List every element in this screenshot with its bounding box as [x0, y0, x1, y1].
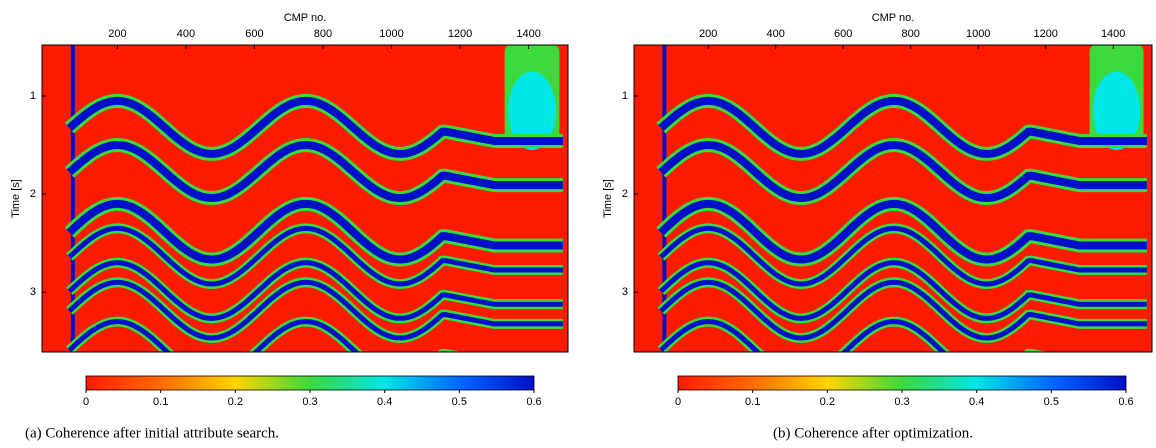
- x-tick-label: 800: [902, 28, 920, 40]
- y-axis-label: Time [s]: [602, 179, 614, 218]
- colorbar-tick-label: 0: [675, 396, 681, 408]
- y-tick-label: 2: [622, 188, 628, 200]
- colorbar-tick-label: 0.1: [745, 396, 760, 408]
- colorbar-tick-label: 0.5: [452, 396, 467, 408]
- band: [658, 96, 1147, 158]
- x-tick-label: 800: [314, 28, 332, 40]
- colorbar: [85, 375, 535, 391]
- colorbar-tick-label: 0.1: [153, 396, 168, 408]
- band: [67, 279, 563, 341]
- x-axis-label: CMP no.: [872, 12, 915, 24]
- edge: [634, 45, 661, 352]
- x-tick-label: 400: [177, 28, 195, 40]
- colorbar-tick-label: 0.6: [1118, 396, 1133, 408]
- colorbar-tick-label: 0.4: [377, 396, 392, 408]
- patch-core: [508, 71, 557, 150]
- edge: [42, 45, 70, 352]
- band: [659, 225, 1147, 287]
- band: [67, 260, 563, 321]
- heatmap-image: [634, 45, 1152, 352]
- caption: (b) Coherence after optimization.: [773, 425, 973, 441]
- x-tick-label: 1000: [379, 28, 403, 40]
- x-axis-label: CMP no.: [284, 12, 327, 24]
- colorbar-tick-label: 0.5: [1044, 396, 1059, 408]
- frame: [41, 44, 569, 353]
- patch-core: [1092, 71, 1141, 150]
- x-tick-label: 600: [245, 28, 263, 40]
- colorbar-tick-label: 0: [83, 396, 89, 408]
- x-tick-label: 1000: [966, 28, 990, 40]
- x-tick-label: 400: [767, 28, 785, 40]
- frame: [633, 44, 1153, 353]
- colorbar-tick-label: 0.4: [969, 396, 984, 408]
- band: [658, 141, 1147, 203]
- band: [66, 141, 563, 203]
- x-tick-label: 600: [834, 28, 852, 40]
- heatmap-image: [42, 45, 568, 352]
- band: [66, 96, 563, 158]
- x-tick-label: 1200: [448, 28, 472, 40]
- band: [67, 225, 563, 287]
- band: [659, 260, 1147, 321]
- y-tick-label: 3: [30, 286, 36, 298]
- band: [66, 199, 563, 264]
- colorbar-tick-label: 0.2: [820, 396, 835, 408]
- band: [659, 279, 1147, 341]
- band: [659, 319, 1035, 352]
- x-tick-label: 1400: [1101, 28, 1125, 40]
- colorbar-tick-label: 0.3: [302, 396, 317, 408]
- y-axis-label: Time [s]: [10, 179, 22, 218]
- colorbar: [677, 375, 1127, 391]
- y-tick-label: 1: [622, 90, 628, 102]
- colorbar-tick-label: 0.2: [228, 396, 243, 408]
- x-tick-label: 1200: [1033, 28, 1057, 40]
- x-tick-label: 200: [108, 28, 126, 40]
- y-tick-label: 2: [30, 188, 36, 200]
- band: [67, 319, 450, 352]
- y-tick-label: 3: [622, 286, 628, 298]
- colorbar-tick-label: 0.3: [894, 396, 909, 408]
- band: [658, 199, 1147, 264]
- colorbar-tick-label: 0.6: [526, 396, 541, 408]
- caption: (a) Coherence after initial attribute se…: [25, 425, 279, 441]
- y-tick-label: 1: [30, 90, 36, 102]
- x-tick-label: 1400: [516, 28, 540, 40]
- x-tick-label: 200: [699, 28, 717, 40]
